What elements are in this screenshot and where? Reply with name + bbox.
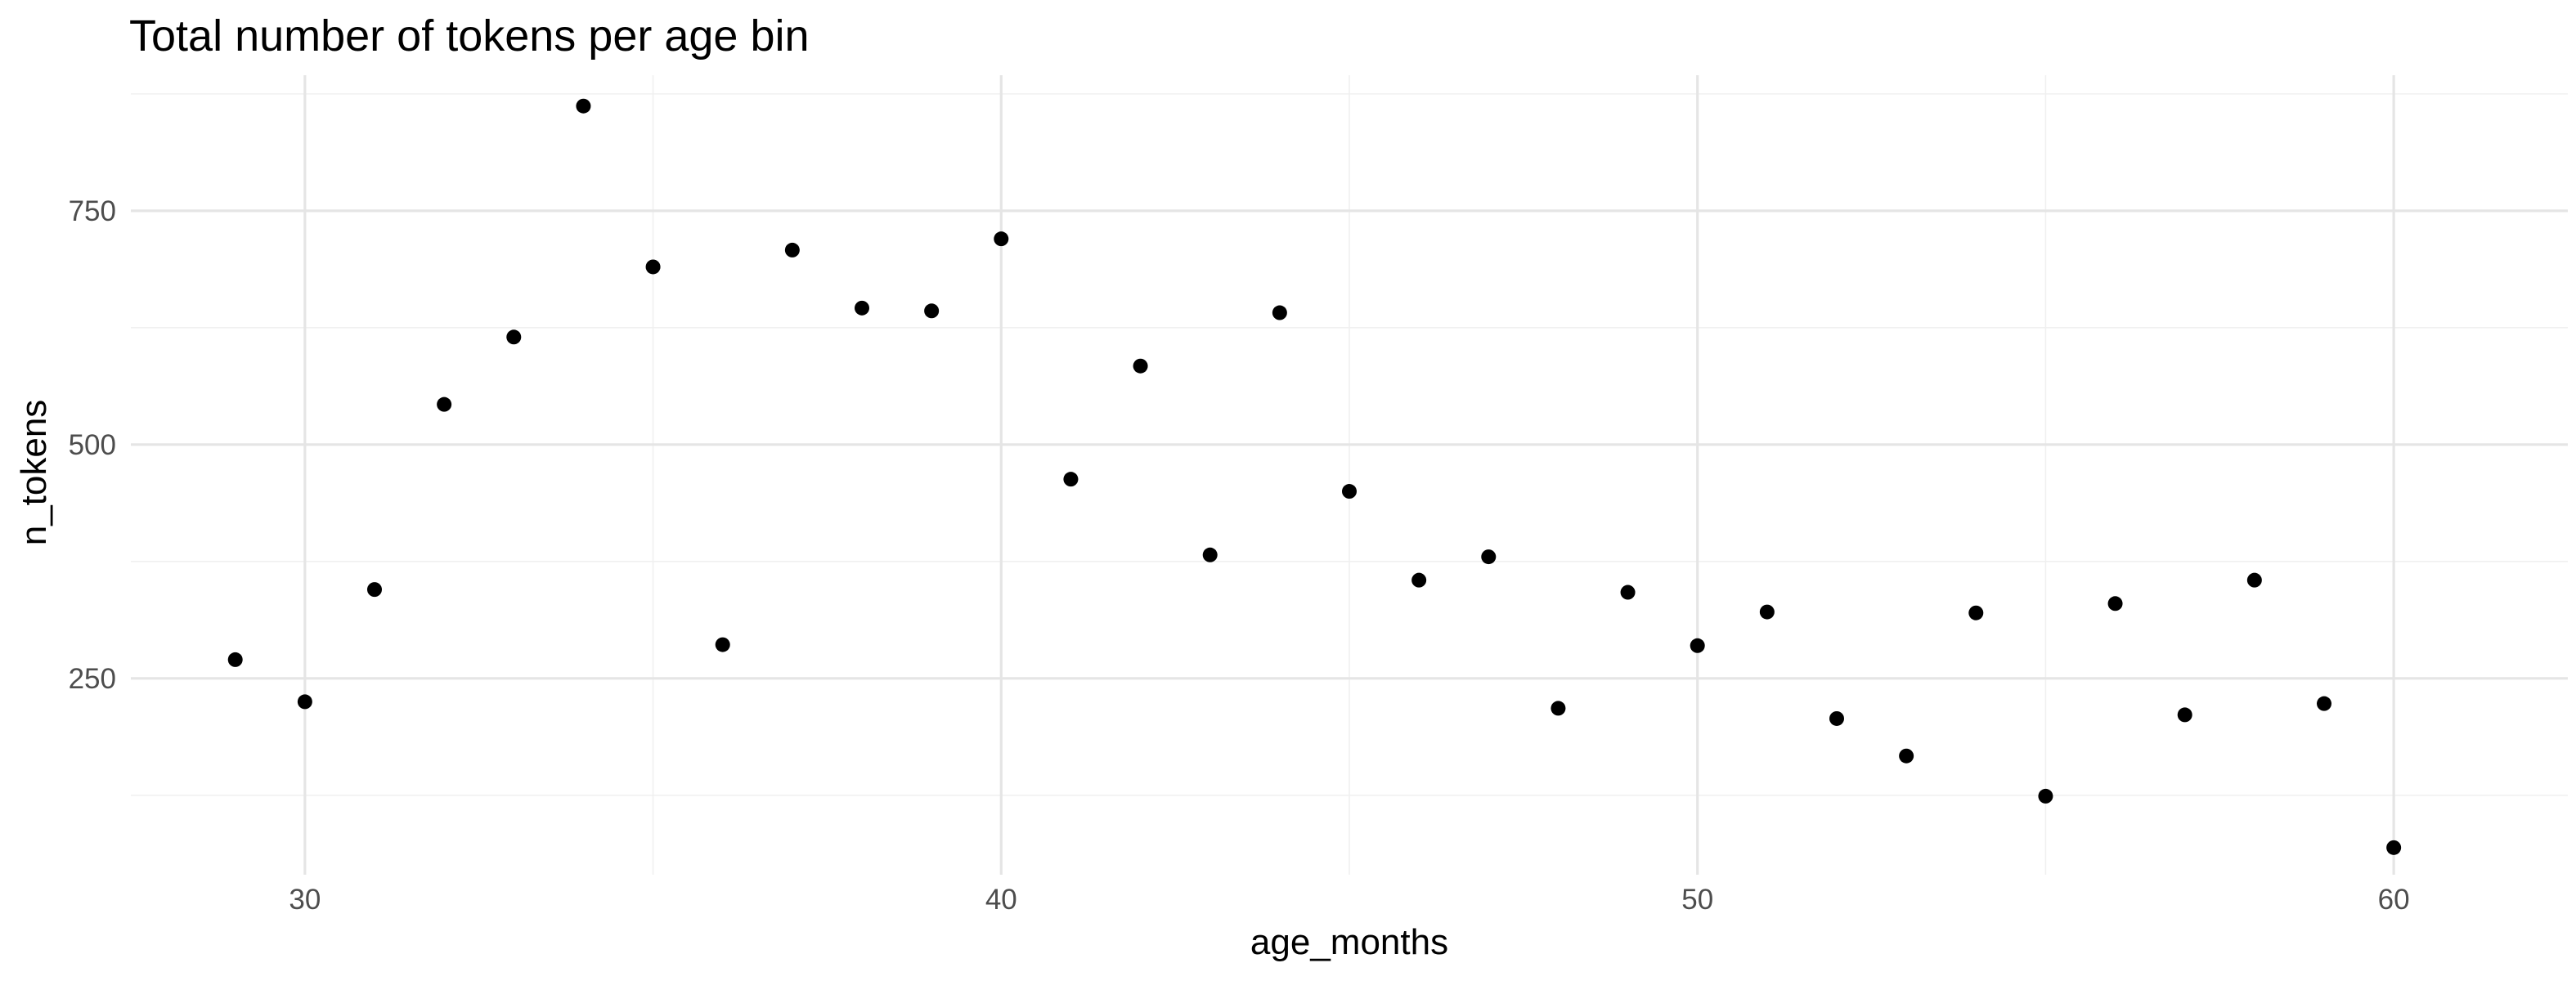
data-point (645, 259, 661, 275)
x-tick-label: 30 (289, 884, 321, 916)
data-point (1759, 604, 1775, 620)
data-point (437, 396, 452, 412)
data-point (855, 300, 869, 316)
data-point (2107, 596, 2123, 611)
data-point (1899, 748, 1914, 764)
data-points (227, 98, 2402, 855)
data-point (1620, 585, 1636, 600)
data-point (367, 582, 382, 598)
y-tick-label: 250 (69, 663, 116, 695)
data-point (1690, 638, 1705, 653)
data-point (2246, 572, 2262, 588)
data-point (1829, 710, 1844, 726)
data-point (2317, 696, 2331, 711)
x-axis-title: age_months (1250, 922, 1448, 962)
data-point (1202, 547, 1218, 562)
data-point (1551, 701, 1566, 716)
chart-title: Total number of tokens per age bin (129, 11, 810, 60)
minor-gridlines (131, 75, 2568, 875)
data-point (1063, 472, 1079, 487)
data-point (506, 329, 522, 345)
x-tick-label: 40 (985, 884, 1017, 916)
data-point (2386, 840, 2402, 855)
data-point (994, 231, 1009, 247)
data-point (1968, 605, 1984, 620)
data-point (1481, 549, 1497, 565)
data-point (924, 303, 940, 319)
y-axis-title: n_tokens (14, 400, 54, 546)
major-gridlines (131, 75, 2568, 875)
data-point (1342, 484, 1357, 499)
y-tick-label: 500 (69, 429, 116, 461)
data-point (297, 694, 312, 710)
y-tick-label: 750 (69, 195, 116, 227)
x-tick-label: 60 (2378, 884, 2410, 916)
data-point (1133, 358, 1148, 374)
data-point (1272, 305, 1287, 320)
data-point (2177, 707, 2192, 723)
data-point (227, 652, 243, 667)
data-point (784, 242, 800, 258)
x-tick-label: 50 (1681, 884, 1713, 916)
data-point (1411, 572, 1427, 588)
data-point (2038, 788, 2053, 804)
data-point (715, 637, 730, 652)
x-axis-tick-labels: 30 40 50 60 (289, 884, 2409, 916)
data-point (576, 98, 591, 114)
y-axis-tick-labels: 250 500 750 (69, 195, 116, 695)
